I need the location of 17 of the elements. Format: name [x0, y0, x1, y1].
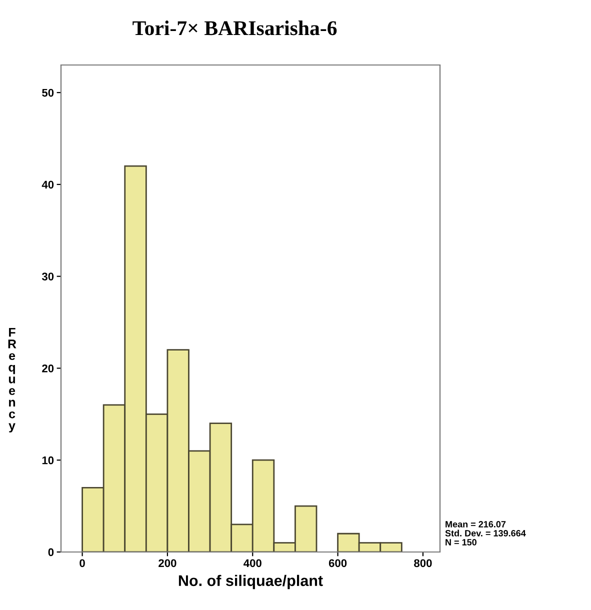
y-tick-label: 0 — [48, 548, 54, 556]
chart-title: Tori-7× BARIsarisha-6 — [132, 20, 337, 36]
text: FRequency — [8, 328, 16, 432]
text: Mean = 216.07 — [446, 521, 506, 528]
text: N = 150 — [446, 539, 476, 546]
text: Std. Dev. = 139.664 — [445, 530, 526, 536]
x-tick-label: 400 — [244, 559, 262, 568]
x-tick-label: 600 — [328, 559, 347, 568]
x-tick-label: 200 — [158, 559, 176, 568]
y-tick-label: 10 — [42, 456, 54, 464]
y-tick-label: 40 — [42, 180, 54, 189]
x-tick-label: 0 — [80, 559, 85, 568]
x-axis-title: No. of siliquae/plant — [178, 574, 323, 590]
x-tick-label: 800 — [414, 559, 432, 568]
y-tick-label: 50 — [42, 88, 54, 97]
y-tick-label: 20 — [42, 364, 54, 372]
y-tick-label: 30 — [42, 272, 54, 280]
